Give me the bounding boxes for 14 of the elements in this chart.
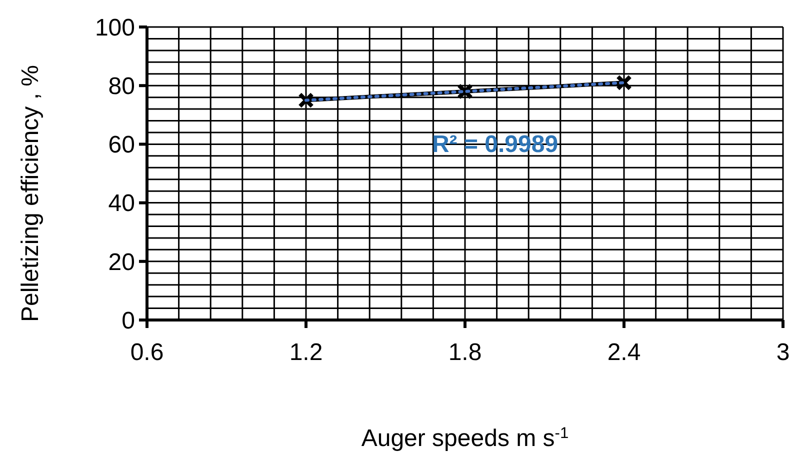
y-tick-label: 0 [122, 307, 135, 334]
y-tick-label: 20 [108, 248, 135, 276]
x-tick-label: 0.6 [130, 339, 164, 366]
x-tick-label: 3 [776, 339, 790, 366]
x-tick-label: 1.8 [448, 339, 482, 366]
y-axis-title: Pelletizing efficiency , % [17, 64, 44, 322]
point [457, 83, 473, 100]
y-tick-label: 60 [108, 132, 135, 159]
x-axis-title: Auger speeds m s$^{-1}$ [361, 424, 569, 452]
y-tick-label: 80 [108, 73, 135, 100]
y-tick-label: 100 [94, 14, 135, 42]
x-tick-label: 1.2 [289, 339, 323, 366]
y-tick-label: 40 [108, 190, 135, 218]
x-tick-label: 2.4 [607, 339, 641, 366]
